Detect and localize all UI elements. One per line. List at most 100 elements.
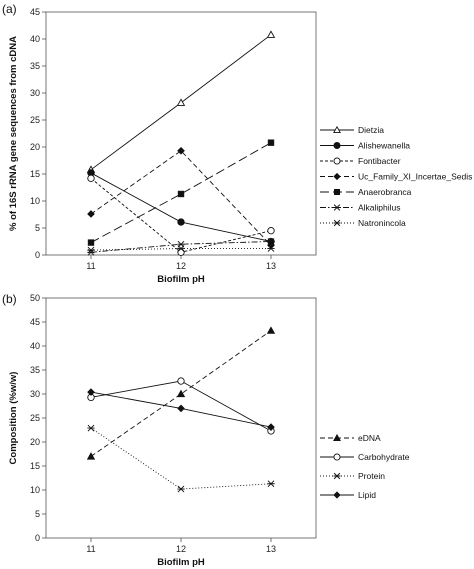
legend-marker <box>333 472 341 480</box>
legend-item: Carbohydrate <box>320 452 410 462</box>
y-tick-label: 35 <box>30 365 40 375</box>
y-tick-label: 5 <box>35 223 40 233</box>
series-line <box>90 241 272 253</box>
y-tick-label: 15 <box>30 461 40 471</box>
x-tick-label: 12 <box>176 544 186 554</box>
legend-item: Protein <box>320 471 385 481</box>
data-point <box>267 227 275 235</box>
legend-marker <box>333 188 341 196</box>
y-tick-label: 50 <box>30 293 40 303</box>
legend-marker <box>333 157 341 165</box>
series-protein <box>87 424 275 493</box>
data-point <box>266 30 276 38</box>
legend-item: Anaerobranca <box>320 187 412 197</box>
series-edna <box>86 326 276 460</box>
series-alishewanella <box>87 169 275 246</box>
legend-item: Alkaliphilus <box>320 203 401 213</box>
legend-item: Alishewanella <box>320 141 410 151</box>
y-tick-label: 20 <box>30 142 40 152</box>
legend-label: Dietzia <box>358 125 384 135</box>
series-anaerobranca <box>87 139 275 246</box>
data-point <box>267 139 275 146</box>
data-point <box>267 245 275 252</box>
legend-label: eDNA <box>358 433 381 443</box>
panel-a-y-ticks: 0 5 10 15 20 25 30 35 40 45 <box>30 7 46 260</box>
legend-item: Uc_Family_XI_Incertae_Sedis <box>320 172 472 182</box>
legend-marker <box>333 491 341 499</box>
series-carbohydrate <box>87 377 275 435</box>
data-point <box>177 218 185 226</box>
series-line <box>90 177 272 253</box>
x-tick-label: 13 <box>266 261 276 271</box>
legend-label: Protein <box>358 471 385 481</box>
data-point <box>177 146 185 155</box>
legend-item: Fontibacter <box>320 156 401 166</box>
panel-a-label: (a) <box>2 2 17 16</box>
series-natronincola <box>87 245 275 254</box>
y-tick-label: 45 <box>30 317 40 327</box>
data-point <box>87 246 95 254</box>
panel-a-chart: (a) 0 5 10 15 20 25 30 35 40 45 11 12 13 % of 16S r… <box>2 2 472 285</box>
y-tick-label: 40 <box>30 341 40 351</box>
y-tick-label: 15 <box>30 169 40 179</box>
legend-label: Carbohydrate <box>358 452 410 462</box>
x-tick-label: 11 <box>86 544 95 554</box>
panel-b-chart: (b) 0 5 10 15 20 25 30 35 40 45 50 11 12 13 Composit… <box>2 292 410 568</box>
panel-b-series <box>86 326 276 493</box>
panel-b-x-axis-label: Biofilm pH <box>157 557 205 568</box>
data-point <box>87 424 95 432</box>
data-point <box>177 190 185 198</box>
panel-b-x-ticks: 11 12 13 <box>86 538 276 554</box>
data-point <box>177 404 185 413</box>
y-tick-label: 20 <box>30 437 40 447</box>
y-tick-label: 5 <box>35 509 40 519</box>
y-tick-label: 25 <box>30 115 40 125</box>
series-line <box>90 142 272 243</box>
legend-label: Lipid <box>358 490 376 500</box>
series-line <box>90 330 272 457</box>
panel-a-x-ticks: 11 12 13 <box>86 255 276 271</box>
series-line <box>90 172 272 242</box>
series-line <box>90 150 272 246</box>
legend-marker <box>333 172 341 181</box>
legend-label: Anaerobranca <box>358 187 412 197</box>
data-point <box>267 480 275 488</box>
data-point <box>87 388 95 396</box>
panel-a-series <box>86 30 276 256</box>
legend-item: Dietzia <box>320 125 384 135</box>
legend-label: Natronincola <box>358 218 406 228</box>
legend-label: Alishewanella <box>358 141 410 151</box>
panel-b-plot-frame <box>45 297 317 539</box>
legend-marker <box>333 219 341 227</box>
y-tick-label: 30 <box>30 88 40 98</box>
legend-item: Natronincola <box>320 218 406 228</box>
panel-a-legend: Dietzia Alishewanella Fontibacter Uc_Family… <box>320 125 472 228</box>
data-point <box>177 245 185 252</box>
y-tick-label: 0 <box>35 250 40 260</box>
legend-marker <box>333 453 341 461</box>
y-tick-label: 40 <box>30 34 40 44</box>
data-point <box>177 248 185 256</box>
legend-marker <box>333 142 341 149</box>
y-tick-label: 30 <box>30 389 40 399</box>
legend-item: eDNA <box>320 433 381 443</box>
y-tick-label: 10 <box>30 196 40 206</box>
data-point <box>87 210 95 218</box>
legend-label: Fontibacter <box>358 156 401 166</box>
y-tick-label: 35 <box>30 61 40 71</box>
series-lipid <box>87 388 275 431</box>
panel-a-x-axis-label: Biofilm pH <box>157 274 205 285</box>
legend-label: Alkaliphilus <box>358 203 401 213</box>
y-tick-label: 10 <box>30 485 40 495</box>
data-point <box>176 389 186 398</box>
panel-a-y-axis-label: % of 16S rRNA gene sequences from cDNA <box>8 36 19 231</box>
panel-b-y-ticks: 0 5 10 15 20 25 30 35 40 45 50 <box>30 293 46 543</box>
data-point <box>87 239 95 246</box>
x-tick-label: 11 <box>86 261 95 271</box>
data-point <box>176 98 186 106</box>
panel-b-y-axis-label: Composition (%w/w) <box>8 372 19 465</box>
data-point <box>177 377 185 385</box>
legend-marker <box>333 433 341 442</box>
